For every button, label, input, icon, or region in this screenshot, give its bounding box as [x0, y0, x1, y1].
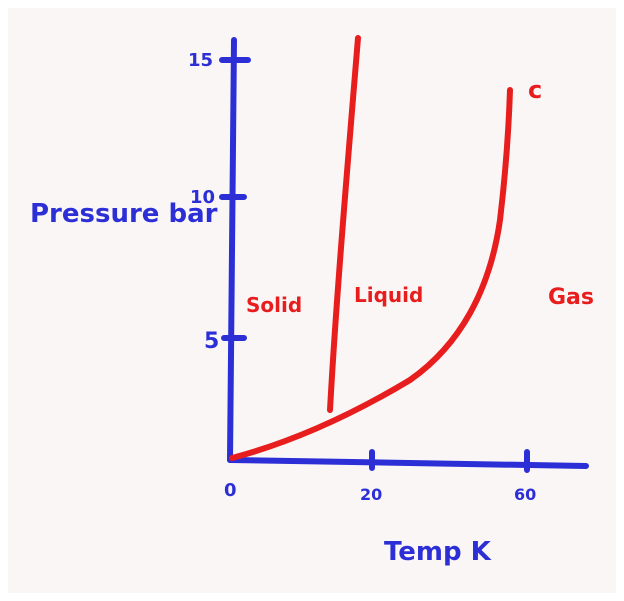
y-axis-label: Pressure bar	[30, 199, 218, 229]
y-axis	[230, 40, 234, 460]
y-tick-label: 5	[204, 329, 219, 354]
x-tick-label: 20	[360, 485, 382, 504]
x-tick-label: 60	[514, 485, 536, 504]
region-label: Liquid	[354, 283, 423, 307]
diagram: 15 10 5 0 20 60 Pressure bar Temp K Soli…	[0, 0, 624, 601]
x-axis-label: Temp K	[384, 537, 492, 567]
region-label: Gas	[548, 285, 594, 310]
page: 15 10 5 0 20 60 Pressure bar Temp K Soli…	[0, 0, 624, 601]
critical-point-label: c	[528, 76, 542, 104]
y-tick-label: 15	[188, 50, 213, 71]
x-tick-label: 0	[224, 480, 237, 501]
region-label: Solid	[246, 293, 302, 317]
paper	[8, 8, 616, 593]
